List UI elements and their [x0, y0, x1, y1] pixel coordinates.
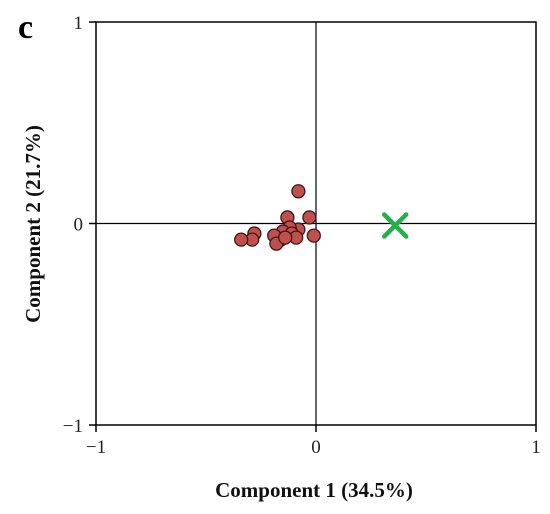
sample-point: [278, 230, 293, 245]
sample-point: [302, 210, 317, 225]
y-axis-title: Component 2 (21.7%): [21, 125, 45, 323]
y-tick-label: 1: [74, 13, 84, 34]
panel-label: c: [18, 9, 33, 46]
data-points: [234, 184, 409, 251]
sample-point: [234, 232, 249, 247]
x-tick-label: −1: [86, 437, 106, 458]
sample-point: [306, 228, 321, 243]
sample-point: [291, 184, 306, 199]
y-tick-label: −1: [63, 416, 83, 437]
x-tick-label: 0: [311, 437, 321, 458]
x-tick-label: 1: [531, 437, 541, 458]
x-axis-title: Component 1 (34.5%): [215, 478, 413, 502]
x-axis-ticks: −1 0 1: [86, 425, 541, 458]
y-axis-ticks: 1 0 −1: [63, 13, 96, 437]
y-tick-label: 0: [74, 215, 84, 236]
reference-x-marker: [381, 212, 409, 239]
